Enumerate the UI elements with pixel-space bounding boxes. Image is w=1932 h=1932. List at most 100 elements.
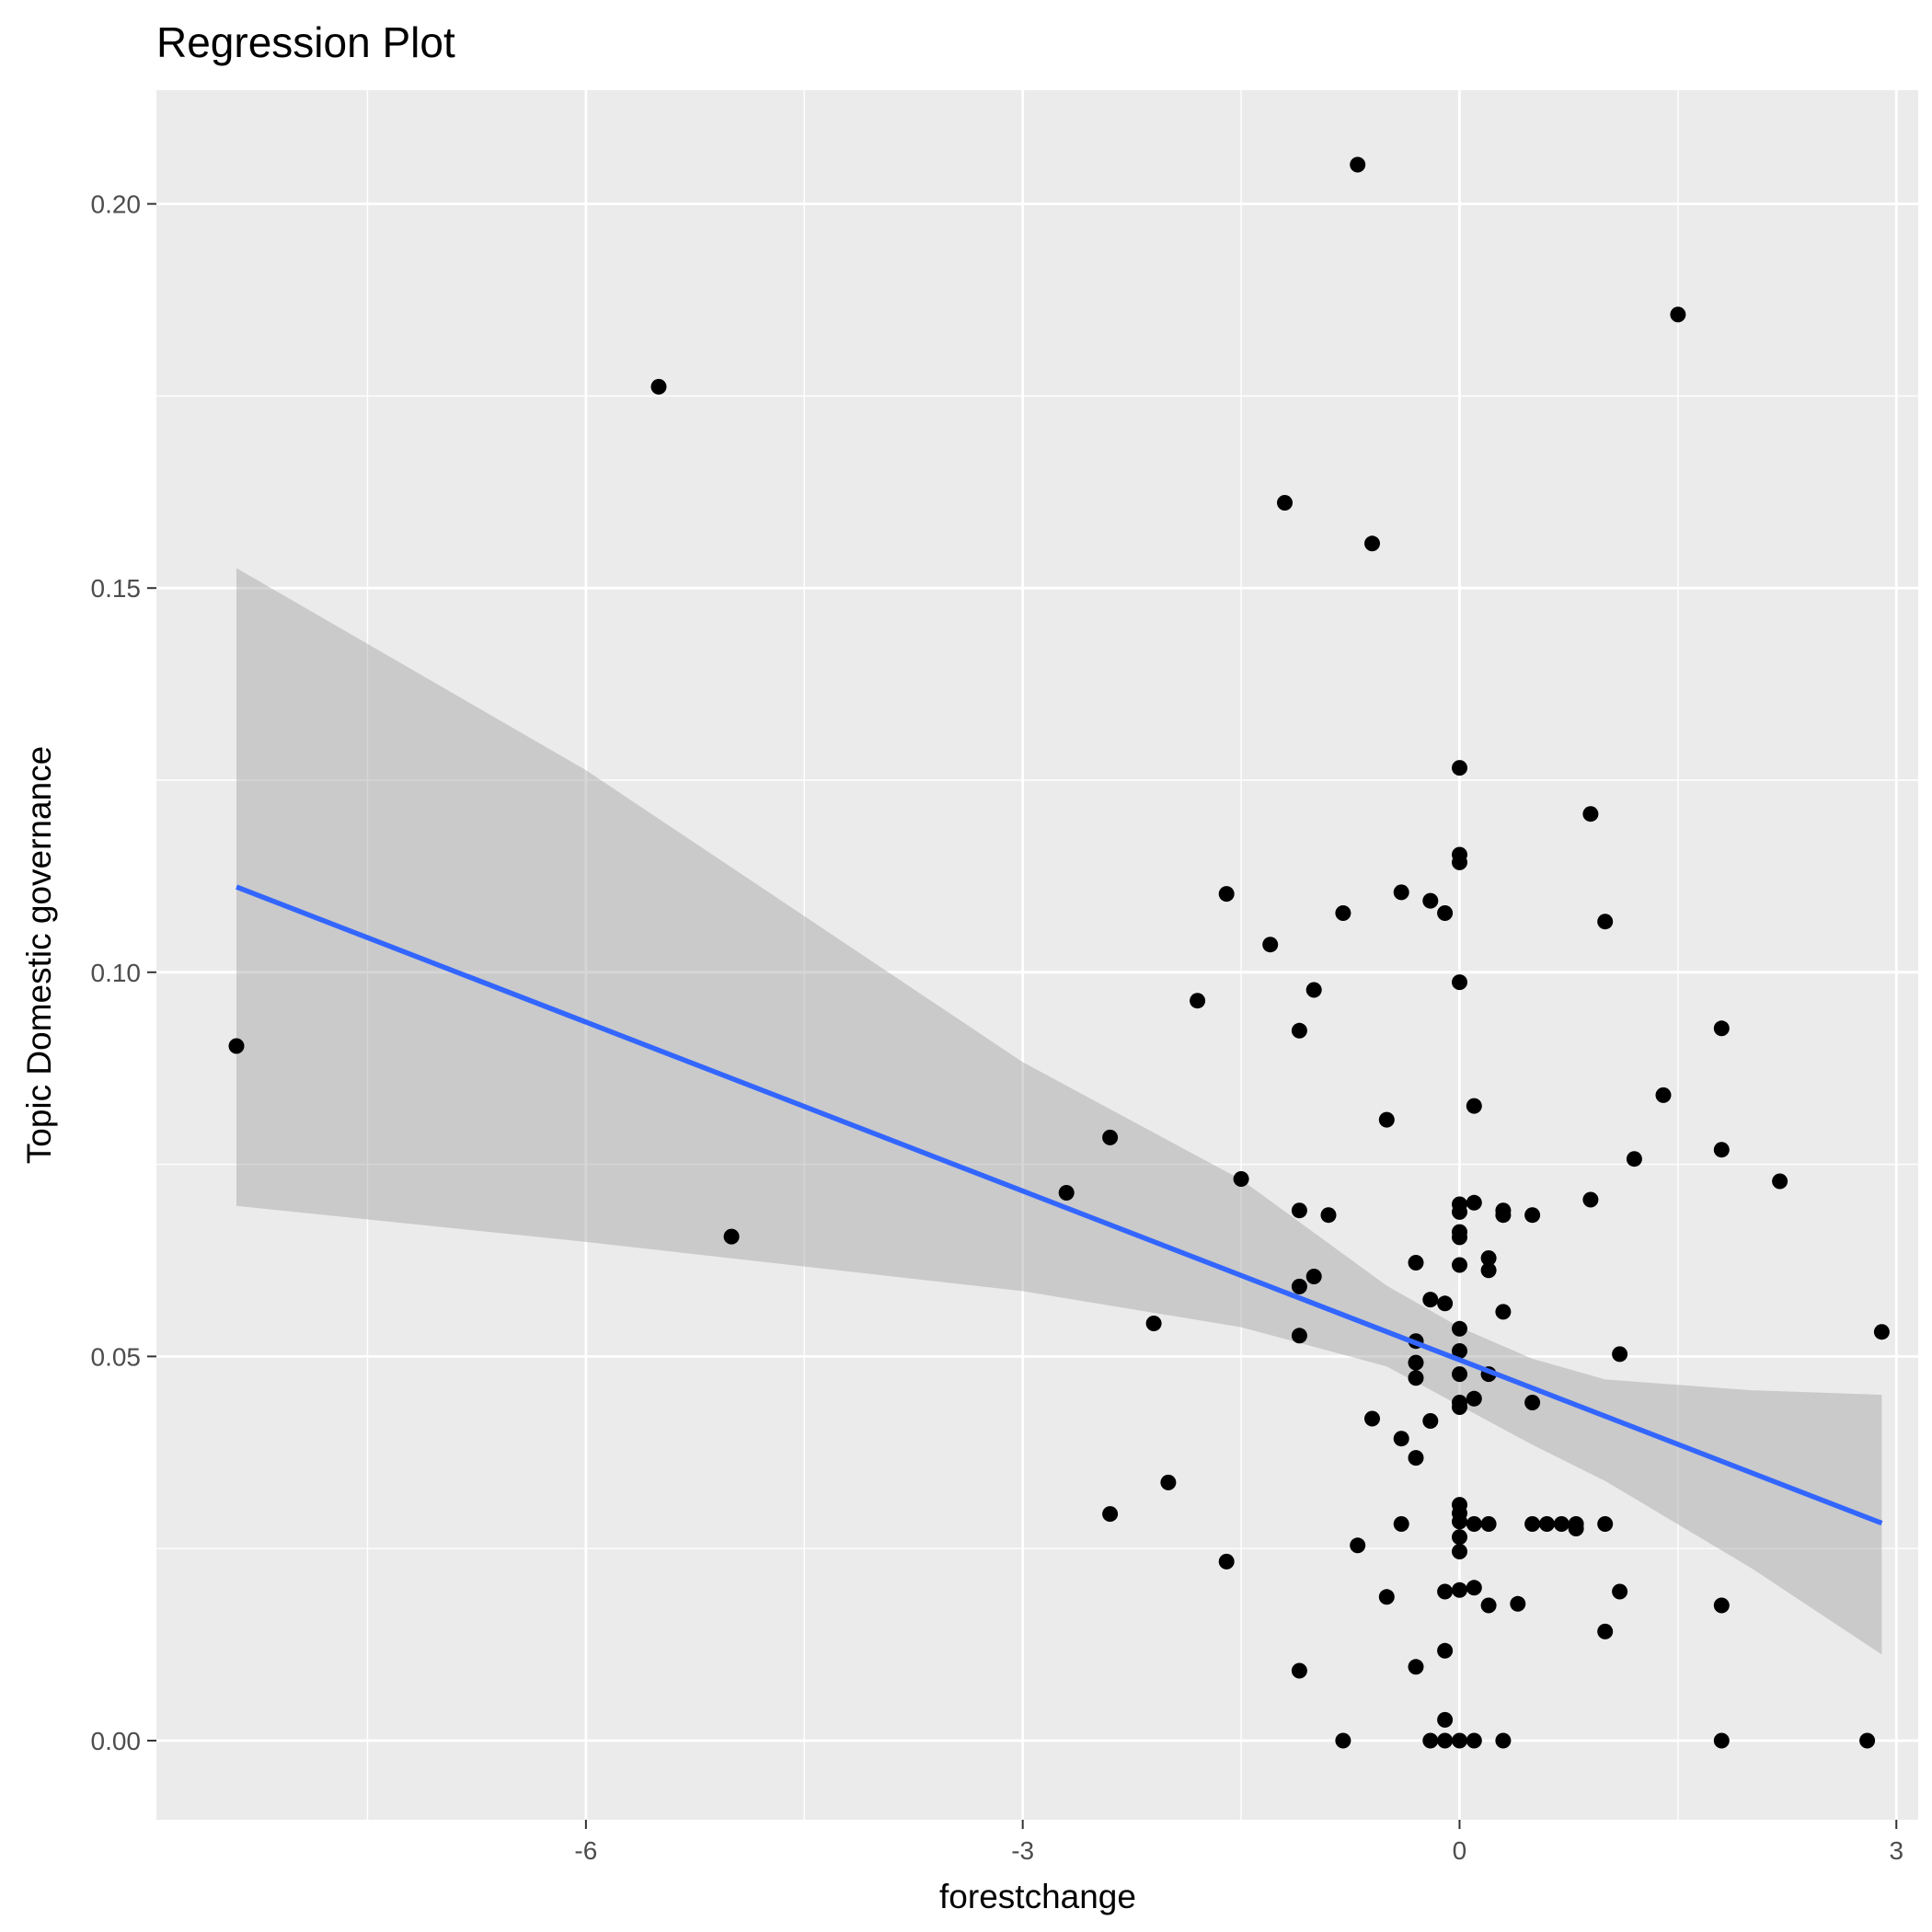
- data-point: [1466, 1732, 1482, 1749]
- data-point: [1422, 892, 1439, 909]
- data-point: [1350, 1537, 1366, 1554]
- data-point: [1495, 1207, 1512, 1224]
- data-point: [1466, 1580, 1482, 1596]
- y-tick-label: 0.10: [91, 959, 142, 987]
- y-tick-label: 0.20: [91, 190, 142, 219]
- data-point: [1670, 306, 1686, 323]
- data-point: [1510, 1595, 1526, 1612]
- data-point: [1291, 1278, 1307, 1294]
- data-point: [1873, 1324, 1890, 1340]
- data-point: [1713, 1020, 1730, 1037]
- regression-line-layer: [236, 884, 1883, 1526]
- data-point: [1408, 1370, 1424, 1386]
- data-point: [1364, 535, 1380, 552]
- data-point: [1713, 1142, 1730, 1158]
- data-point: [1452, 1513, 1467, 1530]
- data-point: [1524, 1516, 1541, 1532]
- data-point: [1320, 1207, 1337, 1224]
- data-point: [1437, 905, 1454, 921]
- data-point: [1422, 1732, 1439, 1749]
- data-point: [1612, 1583, 1628, 1600]
- data-point: [1452, 854, 1467, 870]
- data-point: [1408, 1354, 1424, 1371]
- data-point: [1305, 982, 1322, 998]
- data-point: [1378, 1111, 1395, 1128]
- data-point: [1160, 1474, 1177, 1490]
- minor-gridlines: [156, 90, 1918, 1820]
- data-point: [1452, 1581, 1467, 1598]
- data-point: [1466, 1390, 1482, 1407]
- y-axis-title: Topic Domestic governance: [20, 746, 58, 1165]
- data-point: [1495, 1304, 1512, 1320]
- y-tick-label: 0.05: [91, 1342, 142, 1371]
- x-tick-label: 0: [1453, 1836, 1467, 1865]
- data-point: [1437, 1732, 1454, 1749]
- data-point: [1437, 1295, 1454, 1312]
- confidence-band: [236, 568, 1882, 1655]
- y-axis: 0.00 0.05 0.10 0.15 0.20: [91, 190, 156, 1755]
- data-point: [1466, 1516, 1482, 1532]
- data-point: [1291, 1328, 1307, 1344]
- data-point: [1452, 1399, 1467, 1415]
- data-point: [1713, 1597, 1730, 1614]
- data-point: [1452, 1544, 1467, 1559]
- data-point: [1452, 1229, 1467, 1246]
- data-point: [1655, 1087, 1672, 1103]
- data-point: [1102, 1129, 1119, 1145]
- x-axis: -6 -3 0 3: [574, 1820, 1903, 1865]
- data-point: [723, 1228, 740, 1245]
- data-point: [1524, 1395, 1541, 1410]
- data-point: [1277, 495, 1293, 511]
- data-point: [1437, 1642, 1454, 1659]
- data-point: [1408, 1659, 1424, 1675]
- x-tick-label: -3: [1011, 1836, 1034, 1865]
- scatter-points: [228, 156, 1890, 1749]
- data-point: [1393, 1431, 1409, 1447]
- data-point: [1408, 1450, 1424, 1466]
- data-point: [1626, 1151, 1642, 1167]
- data-point: [1612, 1346, 1628, 1363]
- data-point: [1568, 1521, 1584, 1536]
- data-point: [1452, 1203, 1467, 1220]
- data-point: [1452, 1529, 1467, 1546]
- data-point: [1538, 1516, 1555, 1532]
- data-point: [1350, 156, 1366, 173]
- data-point: [1422, 1413, 1439, 1429]
- data-point: [1335, 905, 1351, 921]
- data-point: [1437, 1711, 1454, 1728]
- data-point: [1291, 1662, 1307, 1679]
- data-point: [1291, 1202, 1307, 1219]
- data-point: [1553, 1516, 1570, 1532]
- data-point: [1291, 1022, 1307, 1039]
- data-point: [650, 378, 667, 395]
- data-point: [1452, 760, 1467, 776]
- data-point: [1422, 1292, 1439, 1308]
- data-point: [1466, 1194, 1482, 1211]
- x-axis-title: forestchange: [939, 1878, 1136, 1915]
- data-point: [1524, 1207, 1541, 1224]
- data-point: [1597, 914, 1614, 930]
- data-point: [1262, 937, 1279, 953]
- y-tick-label: 0.15: [91, 574, 142, 603]
- plot-panel: [156, 90, 1918, 1820]
- data-point: [1335, 1732, 1351, 1749]
- data-point: [1480, 1516, 1497, 1532]
- data-point: [1597, 1516, 1614, 1532]
- data-point: [1452, 1320, 1467, 1337]
- data-point: [1452, 1257, 1467, 1273]
- data-point: [1393, 884, 1409, 901]
- data-point: [1393, 1516, 1409, 1532]
- data-point: [1452, 1366, 1467, 1383]
- data-point: [1582, 1191, 1599, 1208]
- x-tick-label: -6: [574, 1836, 597, 1865]
- data-point: [1597, 1623, 1614, 1639]
- data-point: [1437, 1583, 1454, 1600]
- data-point: [1408, 1255, 1424, 1271]
- data-point: [1378, 1589, 1395, 1605]
- data-point: [1772, 1173, 1788, 1190]
- data-point: [1452, 1343, 1467, 1359]
- data-point: [1102, 1506, 1119, 1523]
- data-point: [1480, 1597, 1497, 1614]
- chart-title: Regression Plot: [156, 18, 455, 66]
